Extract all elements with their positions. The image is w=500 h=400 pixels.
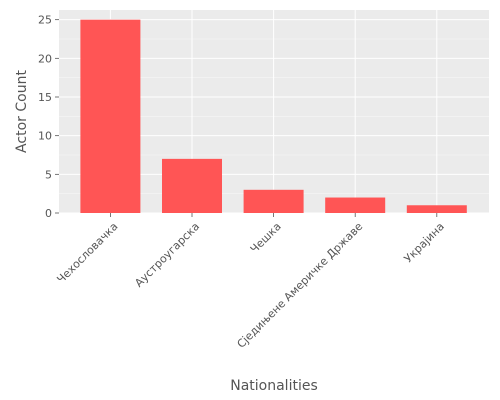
bars — [80, 19, 467, 213]
y-tick-label: 10 — [38, 130, 52, 143]
x-tick-label: Чешка — [248, 220, 284, 256]
bar — [406, 205, 467, 213]
y-tick-label: 25 — [38, 14, 52, 27]
x-tick-label: Чехословачка — [54, 220, 120, 286]
x-tick-label: Аустроугарска — [132, 220, 202, 290]
y-axis-ticks: 0 5 10 15 20 25 — [38, 14, 59, 220]
x-tick-label: Украјина — [402, 220, 447, 265]
x-axis-label: Nationalities — [230, 378, 318, 394]
y-tick-label: 5 — [45, 168, 52, 181]
bar — [80, 19, 141, 213]
y-axis-label: Actor Count — [14, 70, 30, 153]
bar — [325, 197, 386, 213]
bar — [162, 158, 222, 213]
x-axis-ticks: Чехословачка Аустроугарска ЧешкаСједињене … — [54, 213, 447, 351]
y-tick-label: 15 — [38, 91, 52, 104]
y-tick-label: 0 — [45, 207, 52, 220]
y-tick-label: 20 — [38, 52, 52, 65]
bar — [243, 189, 304, 213]
